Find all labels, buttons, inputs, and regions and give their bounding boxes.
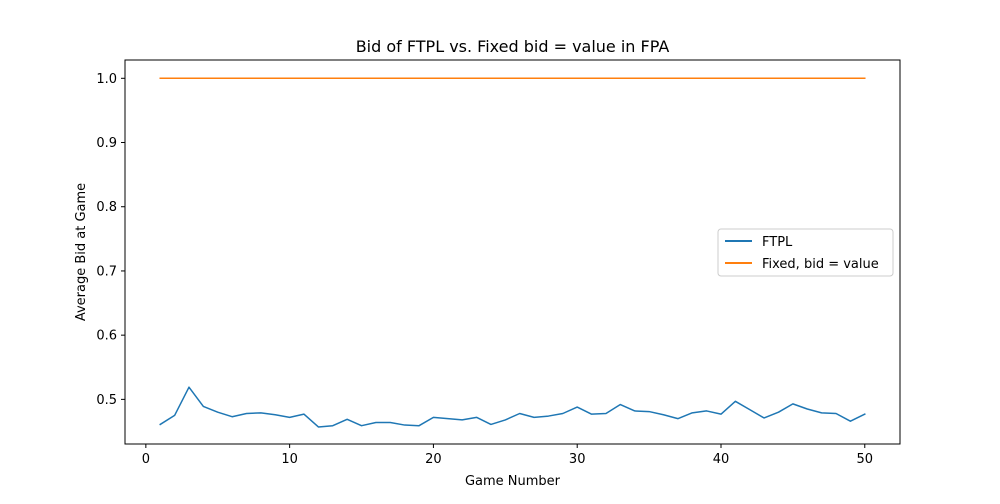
legend: FTPL Fixed, bid = value — [717, 228, 894, 277]
x-axis: 0 10 20 30 40 50 — [142, 444, 873, 467]
series-layer — [159, 77, 866, 428]
x-tick-label: 50 — [856, 452, 873, 467]
x-tick-label: 20 — [425, 452, 442, 467]
y-tick-label: 0.5 — [96, 393, 117, 408]
x-axis-label: Game Number — [465, 474, 561, 489]
plot-frame — [124, 59, 901, 445]
x-tick-label: 40 — [713, 452, 730, 467]
y-tick-label: 0.9 — [96, 136, 117, 151]
series-line-0 — [159, 386, 866, 428]
y-tick-label: 0.6 — [96, 329, 117, 344]
chart-title: Bid of FTPL vs. Fixed bid = value in FPA — [356, 37, 670, 56]
legend-label-ftpl: FTPL — [762, 235, 793, 250]
x-tick-label: 30 — [569, 452, 586, 467]
x-tick-label: 10 — [281, 452, 298, 467]
legend-label-fixed: Fixed, bid = value — [762, 257, 879, 272]
y-axis: 0.5 0.6 0.7 0.8 0.9 1.0 — [96, 72, 125, 408]
y-tick-label: 1.0 — [96, 72, 117, 87]
legend-box — [717, 228, 894, 277]
y-tick-label: 0.8 — [96, 200, 117, 215]
y-tick-label: 0.7 — [96, 264, 117, 279]
x-tick-label: 0 — [142, 452, 150, 467]
y-axis-label: Average Bid at Game — [74, 183, 89, 321]
